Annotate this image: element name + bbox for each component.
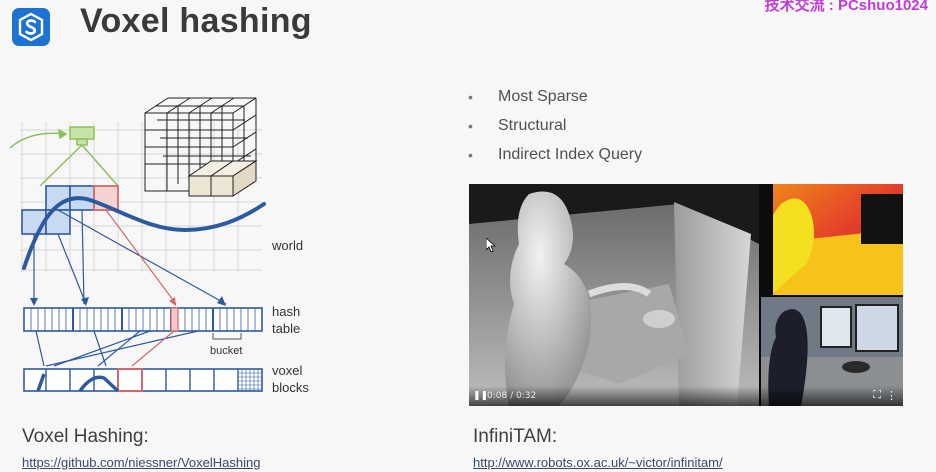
video-player[interactable]: ❚❚ 0:08 / 0:32 ⛶ ⋮: [469, 184, 903, 406]
label-blocks: blocks: [272, 380, 309, 395]
voxel-blocks-array: [23, 368, 263, 393]
slide-logo-icon: [12, 8, 50, 46]
label-table: table: [272, 321, 300, 336]
video-time-readout: 0:08 / 0:32: [487, 391, 537, 401]
voxel-hashing-caption: Voxel Hashing:: [22, 426, 149, 447]
bullet-item: Structural: [468, 113, 642, 142]
infinitam-link[interactable]: http://www.robots.ox.ac.uk/~victor/infin…: [473, 455, 723, 470]
bullet-item: Most Sparse: [468, 84, 642, 113]
depth-map-view: [761, 184, 903, 295]
more-options-icon[interactable]: ⋮: [886, 390, 897, 402]
voxel-hashing-diagram: world hash table bucket voxel blocks: [9, 97, 309, 395]
label-voxel: voxel: [272, 363, 302, 378]
fullscreen-icon[interactable]: ⛶: [873, 389, 881, 401]
camera-icon: [9, 126, 119, 187]
pause-icon[interactable]: ❚❚: [473, 390, 489, 400]
video-control-bar: ❚❚ 0:08 / 0:32 ⛶ ⋮: [469, 386, 903, 406]
voxel-cube-grid: [144, 97, 258, 197]
block-pointer-arrows: [35, 330, 199, 367]
voxel-hashing-link[interactable]: https://github.com/niessner/VoxelHashing: [22, 455, 261, 470]
watermark-text: 技术交流 : PCshuo1024: [764, 0, 928, 14]
bullet-item: Indirect Index Query: [468, 142, 642, 171]
label-bucket: bucket: [210, 345, 242, 357]
world-voxel-cells: [21, 185, 119, 235]
label-world: world: [271, 238, 303, 253]
infinitam-caption: InfiniTAM:: [473, 426, 558, 447]
slide-title: Voxel hashing: [80, 2, 312, 40]
label-hash: hash: [272, 304, 300, 319]
mapping-arrows: [30, 209, 227, 306]
reconstruction-view: [469, 184, 759, 406]
feature-bullet-list: Most Sparse Structural Indirect Index Qu…: [468, 84, 642, 171]
hash-table: [23, 307, 263, 340]
surface-curve: [22, 196, 266, 270]
mouse-cursor-icon: [486, 238, 496, 252]
